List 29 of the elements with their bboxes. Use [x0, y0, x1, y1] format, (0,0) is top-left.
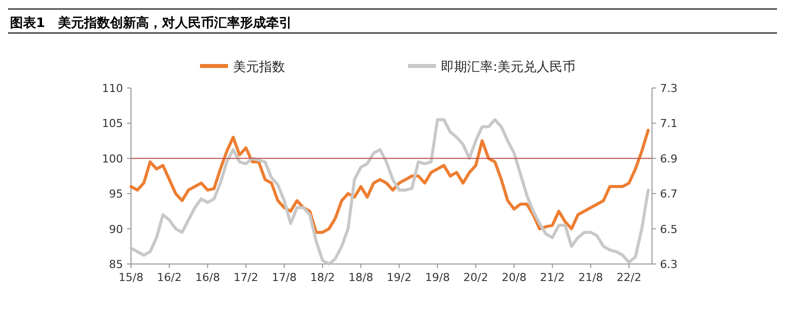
x-tick-label: 19/2 — [386, 271, 412, 284]
y2-tick-label: 6.3 — [660, 258, 678, 271]
x-tick-label: 22/2 — [616, 271, 642, 284]
y-tick-label: 85 — [109, 258, 123, 271]
y2-tick-label: 7.3 — [660, 82, 678, 95]
x-tick-label: 20/2 — [463, 271, 488, 284]
y-tick-label: 105 — [102, 117, 123, 130]
y-tick-label: 110 — [102, 82, 123, 95]
x-tick-label: 19/8 — [425, 271, 450, 284]
x-tick-label: 17/2 — [234, 271, 258, 284]
x-tick-label: 21/2 — [540, 271, 565, 284]
x-tick-label: 17/8 — [272, 271, 297, 284]
legend-label: 即期汇率:美元兑人民币 — [441, 59, 576, 75]
y-tick-label: 100 — [102, 152, 123, 166]
x-tick-label: 20/8 — [502, 271, 526, 284]
x-tick-label: 21/8 — [578, 271, 604, 284]
y-tick-label: 95 — [109, 188, 123, 201]
y2-tick-label: 6.5 — [660, 222, 678, 236]
x-tick-label: 16/8 — [195, 271, 220, 284]
legend-label: 美元指数 — [233, 59, 285, 75]
y2-tick-label: 7.1 — [660, 117, 678, 130]
x-tick-label: 16/2 — [156, 271, 182, 284]
y-tick-label: 90 — [109, 222, 123, 236]
x-tick-label: 18/2 — [310, 271, 335, 284]
chart-title: 图表1 美元指数创新高，对人民币汇率形成牵引 — [10, 15, 292, 31]
y2-tick-label: 6.7 — [660, 188, 678, 201]
x-tick-label: 15/8 — [118, 271, 144, 284]
x-tick-label: 18/8 — [348, 271, 374, 284]
y2-tick-label: 6.9 — [660, 152, 678, 166]
